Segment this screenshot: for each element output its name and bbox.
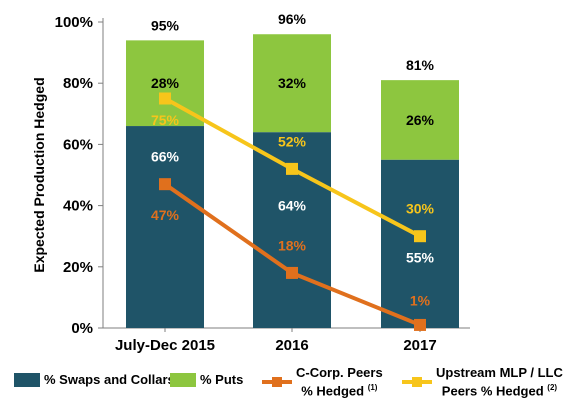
y-axis-title: Expected Production Hedged: [31, 77, 47, 272]
chart-legend: % Swaps and Collars % Puts C-Corp. Peers…: [0, 362, 580, 410]
legend-label-ccorp: C-Corp. Peers % Hedged (1): [296, 365, 383, 398]
legend-item-mlp: Upstream MLP / LLC Peers % Hedged (2): [402, 365, 563, 398]
legend-swatch-swaps: [14, 372, 40, 387]
legend-note-mlp: (2): [547, 383, 558, 392]
mlp-peers-marker: [286, 162, 298, 175]
mlp-peers-label: 52%: [278, 133, 307, 149]
bar-puts-label: 26%: [406, 112, 435, 128]
y-tick-label: 40%: [63, 198, 93, 215]
legend-label-ccorp-line1: C-Corp. Peers: [296, 365, 383, 380]
bar-total-label: 95%: [151, 17, 180, 33]
ccorp-peers-marker: [159, 178, 171, 191]
bar-total-label: 96%: [278, 11, 307, 27]
bar-swaps-label: 66%: [151, 149, 180, 165]
legend-label-puts: % Puts: [200, 372, 244, 387]
hedging-chart: 0% 20% 40% 60% 80% 100% Expected Production He…: [31, 11, 470, 354]
y-tick-label: 100%: [55, 14, 93, 31]
ccorp-peers-label: 18%: [278, 237, 307, 253]
mlp-peers-marker: [159, 92, 171, 105]
bar-total-label: 81%: [406, 57, 435, 73]
x-tick-label: July-Dec 2015: [115, 337, 215, 354]
legend-item-ccorp: C-Corp. Peers % Hedged (1): [262, 365, 383, 398]
y-tick-label: 60%: [63, 136, 93, 153]
x-tick-label: 2017: [403, 337, 436, 354]
legend-label-mlp: Upstream MLP / LLC Peers % Hedged (2): [436, 365, 563, 398]
bar-swaps-label: 55%: [406, 250, 435, 266]
bar-swaps-collars: [253, 132, 331, 328]
y-tick-label: 80%: [63, 75, 93, 92]
bar-swaps-label: 64%: [278, 198, 307, 214]
legend-item-swaps: % Swaps and Collars: [14, 372, 175, 387]
bar-puts: [381, 80, 459, 160]
legend-label-mlp-line1: Upstream MLP / LLC: [436, 365, 563, 380]
legend-marker-ccorp: [262, 375, 292, 389]
ccorp-peers-marker: [414, 318, 426, 331]
ccorp-peers-label: 1%: [410, 292, 431, 308]
legend-item-puts: % Puts: [170, 372, 243, 387]
bar-swaps-collars: [126, 126, 204, 328]
ccorp-peers-label: 47%: [151, 207, 180, 223]
legend-note-ccorp: (1): [367, 383, 378, 392]
legend-label-swaps: % Swaps and Collars: [44, 372, 175, 387]
bar-puts-label: 28%: [151, 75, 180, 91]
ccorp-peers-marker: [286, 266, 298, 279]
bar-puts: [253, 34, 331, 133]
mlp-peers-marker: [414, 230, 426, 243]
y-tick-label: 0%: [71, 320, 93, 337]
x-tick-label: 2016: [275, 337, 308, 354]
bar-swaps-collars: [381, 159, 459, 328]
bar-puts-label: 32%: [278, 75, 307, 91]
legend-marker-mlp: [402, 375, 432, 389]
mlp-peers-label: 30%: [406, 201, 435, 217]
mlp-peers-label: 75%: [151, 112, 180, 128]
legend-label-mlp-line2: Peers % Hedged: [441, 383, 544, 399]
legend-swatch-puts: [170, 372, 196, 387]
y-tick-label: 20%: [63, 259, 93, 276]
legend-label-ccorp-line2: % Hedged: [301, 383, 365, 399]
